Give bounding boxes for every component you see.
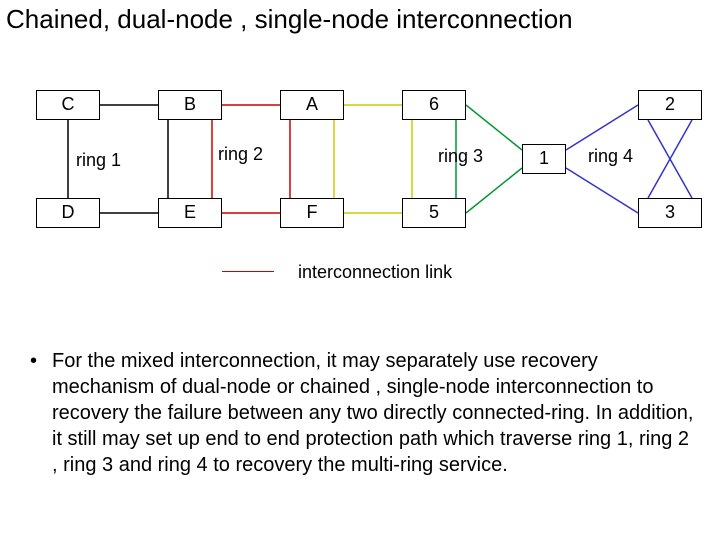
node-n1: 1 [522, 144, 566, 174]
node-n5: 5 [402, 198, 466, 228]
edge-15 [566, 105, 638, 150]
node-n2: 2 [638, 90, 702, 120]
legend-line [222, 271, 274, 272]
node-n3: 3 [638, 198, 702, 228]
node-C: C [36, 90, 100, 120]
node-n6: 6 [402, 90, 466, 120]
legend-text: interconnection link [298, 262, 452, 283]
label-ring4: ring 4 [588, 146, 633, 167]
label-ring3: ring 3 [438, 146, 483, 167]
edge-16 [566, 168, 638, 213]
bullet-body: For the mixed interconnection, it may se… [52, 348, 696, 478]
label-ring2: ring 2 [218, 144, 263, 165]
node-A: A [280, 90, 344, 120]
edge-13 [466, 105, 522, 150]
node-D: D [36, 198, 100, 228]
bullet-text: •For the mixed interconnection, it may s… [30, 348, 698, 478]
edge-14 [466, 168, 522, 213]
node-E: E [158, 198, 222, 228]
label-ring1: ring 1 [76, 150, 121, 171]
node-B: B [158, 90, 222, 120]
node-F: F [280, 198, 344, 228]
